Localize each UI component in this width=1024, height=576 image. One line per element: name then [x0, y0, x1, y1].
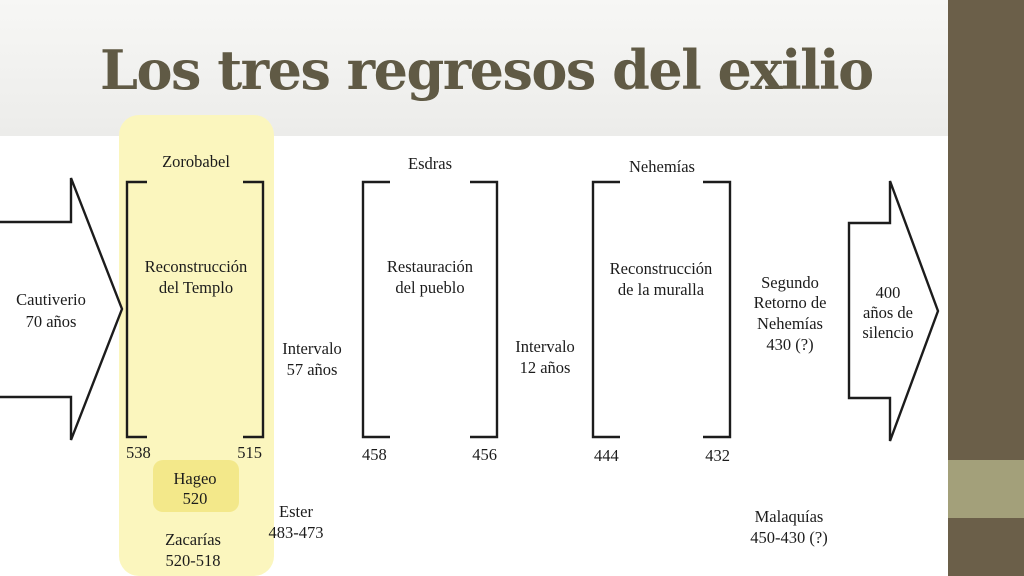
- second-return-1: Segundo: [761, 273, 819, 292]
- captivity-label: Cautiverio: [16, 290, 86, 309]
- timeline-diagram: Cautiverio 70 años 400 años de silencio …: [0, 115, 940, 576]
- highlight-hageo: [153, 460, 239, 512]
- bracket-right-nehemias: [703, 180, 732, 439]
- leader-nehemias: Nehemías: [629, 157, 695, 176]
- malaquias-label: Malaquías: [755, 507, 824, 526]
- ester-dates: 483-473: [269, 523, 324, 542]
- task-temple-1: Reconstrucción: [145, 257, 248, 276]
- prophet-hageo-date: 520: [183, 489, 208, 508]
- task-wall-1: Reconstrucción: [610, 259, 713, 278]
- date-515: 515: [237, 443, 262, 462]
- task-temple-2: del Templo: [159, 278, 233, 297]
- captivity-duration: 70 años: [26, 312, 77, 331]
- bracket-left-nehemias: [591, 180, 620, 439]
- interval-12-label: Intervalo: [515, 337, 575, 356]
- captivity-arrow: [0, 177, 124, 441]
- malaquias-dates: 450-430 (?): [750, 528, 827, 547]
- second-return-date: 430 (?): [766, 335, 813, 354]
- slide-title: Los tres regresos del exilio: [100, 38, 874, 102]
- silence-label-1: años de: [863, 303, 913, 322]
- prophet-zacarias-date: 520-518: [166, 551, 221, 570]
- date-538: 538: [126, 443, 151, 462]
- bracket-left-esdras: [361, 180, 390, 439]
- interval-12-years: 12 años: [520, 358, 571, 377]
- second-return-3: Nehemías: [757, 314, 823, 333]
- bracket-right-esdras: [470, 180, 499, 439]
- date-456: 456: [472, 445, 497, 464]
- date-432: 432: [705, 446, 730, 465]
- bracket-left-zorobabel: [125, 180, 147, 439]
- task-wall-2: de la muralla: [618, 280, 705, 299]
- task-people-2: del pueblo: [395, 278, 464, 297]
- task-people-1: Restauración: [387, 257, 473, 276]
- bracket-right-zorobabel: [243, 180, 265, 439]
- leader-esdras: Esdras: [408, 154, 452, 173]
- silence-label-2: silencio: [862, 323, 913, 342]
- title-band: [0, 0, 948, 136]
- side-accent: [948, 460, 1024, 518]
- date-458: 458: [362, 445, 387, 464]
- interval-57-years: 57 años: [287, 360, 338, 379]
- highlight-first-return: [119, 115, 274, 576]
- silence-years: 400: [876, 283, 901, 302]
- second-return-2: Retorno de: [754, 293, 827, 312]
- ester-label: Ester: [279, 502, 313, 521]
- interval-57-label: Intervalo: [282, 339, 342, 358]
- silence-arrow: [847, 180, 940, 442]
- date-444: 444: [594, 446, 619, 465]
- prophet-hageo: Hageo: [173, 469, 216, 488]
- prophet-zacarias: Zacarías: [165, 530, 221, 549]
- leader-zorobabel: Zorobabel: [162, 152, 230, 171]
